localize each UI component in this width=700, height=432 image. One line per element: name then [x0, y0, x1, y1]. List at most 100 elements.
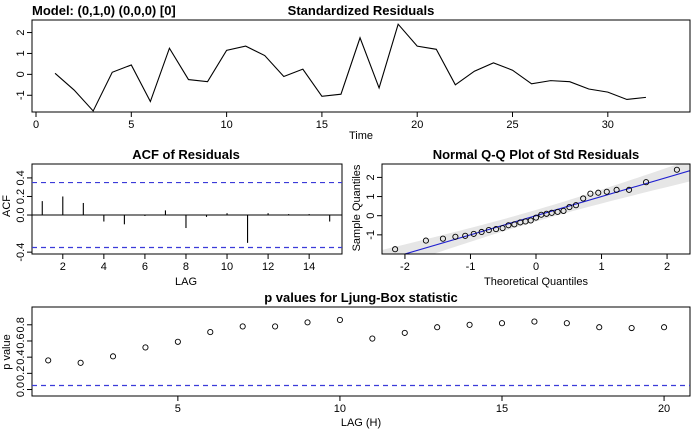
ljung-box-y-tick-label: 0.6 — [15, 333, 27, 348]
residuals-x-label: Time — [349, 130, 373, 142]
qq-point — [422, 237, 429, 244]
acf-x-tick-label: 2 — [60, 261, 66, 273]
ljung-box-y-tick-label: 0.8 — [15, 317, 27, 332]
ljung-box-y-label: p value — [1, 334, 13, 369]
qq-point — [548, 209, 555, 216]
ljung-box-point — [174, 338, 181, 345]
acf-title: ACF of Residuals — [132, 147, 240, 162]
qq-y-tick-label: 0 — [365, 213, 377, 219]
qq-x-tick-label: 0 — [533, 261, 539, 273]
qq-point — [392, 246, 399, 253]
qq-point — [595, 189, 602, 196]
qq-y-tick-label: 1 — [365, 193, 377, 199]
qq-point — [505, 222, 512, 229]
residuals-series-line — [54, 23, 646, 112]
residuals-y-tick-label: 0 — [15, 71, 27, 77]
acf-panel: ACF of Residuals LAG ACF 2 4 6 8 10 12 14 -0.4 0… — [1, 147, 343, 288]
residuals-x-tick-label: 10 — [220, 119, 232, 131]
qq-point — [478, 228, 485, 236]
standardized-residuals-panel: Standardized Residuals Time 0 5 10 15 20 25 30… — [15, 3, 691, 142]
ljung-box-point — [596, 324, 603, 331]
qq-point — [613, 186, 620, 193]
ljung-box-point — [434, 324, 441, 331]
qq-plot-area — [382, 164, 690, 254]
ljung-box-x-tick-label: 20 — [658, 403, 670, 415]
ljung-box-y-tick-label: 0.4 — [15, 350, 27, 365]
ljung-box-plot-frame — [31, 306, 691, 397]
ljung-box-point — [239, 323, 246, 330]
residuals-x-tick-label: 5 — [128, 119, 134, 131]
qq-point — [511, 221, 518, 228]
qq-confidence-band — [382, 164, 690, 254]
qq-point — [566, 204, 573, 211]
qq-point — [462, 232, 469, 239]
ljung-box-x-tick-label: 10 — [334, 403, 346, 415]
qq-x-tick-label: -1 — [466, 261, 476, 273]
ljung-box-point — [563, 320, 570, 327]
ljung-box-title: p values for Ljung-Box statistic — [264, 290, 458, 305]
ljung-box-y-tick-label: 0.0 — [15, 382, 27, 397]
qq-point — [485, 227, 492, 234]
ljung-box-panel: p values for Ljung-Box statistic LAG (H)… — [1, 290, 691, 429]
acf-y-tick-label: 0.0 — [15, 207, 27, 222]
ljung-box-y-tick-label: 0.2 — [15, 366, 27, 381]
ljung-box-point — [207, 329, 214, 336]
residuals-y-tick-label: 2 — [15, 29, 27, 35]
residuals-x-tick-label: 20 — [411, 119, 423, 131]
residuals-x-tick-label: 15 — [316, 119, 328, 131]
residuals-title: Standardized Residuals — [288, 3, 435, 18]
qq-x-label: Theoretical Quantiles — [484, 276, 588, 288]
acf-y-tick-label: -0.4 — [15, 243, 27, 262]
ljung-box-point — [109, 353, 117, 360]
qq-y-tick-label: 2 — [365, 174, 377, 180]
qq-point — [572, 202, 580, 209]
qq-point — [452, 233, 459, 240]
residuals-y-tick-label: 1 — [15, 50, 27, 56]
acf-x-tick-label: 8 — [183, 261, 189, 273]
ljung-box-point — [45, 357, 52, 364]
qq-point — [587, 190, 594, 197]
ljung-box-point — [142, 344, 149, 351]
qq-plot-panel: Normal Q-Q Plot of Std Residuals Theoret… — [351, 147, 691, 288]
residuals-x-tick-label: 0 — [33, 119, 39, 131]
ljung-box-point — [661, 324, 668, 331]
qq-x-tick-label: 1 — [598, 261, 604, 273]
qq-x-tick-label: 2 — [664, 261, 670, 273]
acf-plot-frame — [31, 163, 343, 255]
ljung-box-point — [466, 321, 473, 328]
qq-point — [527, 217, 534, 224]
residuals-y-tick-label: -1 — [15, 90, 27, 100]
qq-title: Normal Q-Q Plot of Std Residuals — [433, 147, 640, 162]
qq-point — [470, 230, 477, 237]
qq-point — [626, 186, 633, 193]
ljung-box-point — [272, 323, 279, 330]
residuals-x-tick-label: 30 — [602, 119, 614, 131]
qq-point — [560, 207, 567, 214]
ljung-box-point — [531, 318, 538, 325]
residuals-x-tick-label: 25 — [506, 119, 518, 131]
qq-point — [532, 214, 540, 221]
acf-x-tick-label: 6 — [142, 261, 148, 273]
acf-x-tick-label: 4 — [101, 261, 107, 273]
qq-point — [673, 166, 680, 173]
acf-y-tick-label: 0.4 — [15, 170, 27, 185]
qq-x-tick-label: -2 — [400, 261, 410, 273]
model-title: Model: (0,1,0) (0,0,0) [0] — [32, 3, 176, 18]
qq-reference-line — [402, 170, 690, 254]
qq-point — [603, 188, 610, 195]
qq-y-tick-label: -1 — [365, 230, 377, 240]
ljung-box-x-tick-label: 5 — [175, 403, 181, 415]
qq-point — [499, 225, 506, 232]
ljung-box-point — [498, 320, 506, 327]
qq-point — [492, 226, 500, 233]
qq-point — [439, 235, 446, 242]
acf-y-tick-label: 0.2 — [15, 189, 27, 204]
ljung-box-point — [628, 324, 635, 332]
qq-point — [580, 195, 587, 202]
ljung-box-point — [77, 359, 84, 366]
qq-point — [554, 208, 561, 215]
ljung-box-x-label: LAG (H) — [341, 417, 381, 429]
acf-y-label: ACF — [1, 195, 13, 217]
qq-point — [643, 179, 650, 186]
